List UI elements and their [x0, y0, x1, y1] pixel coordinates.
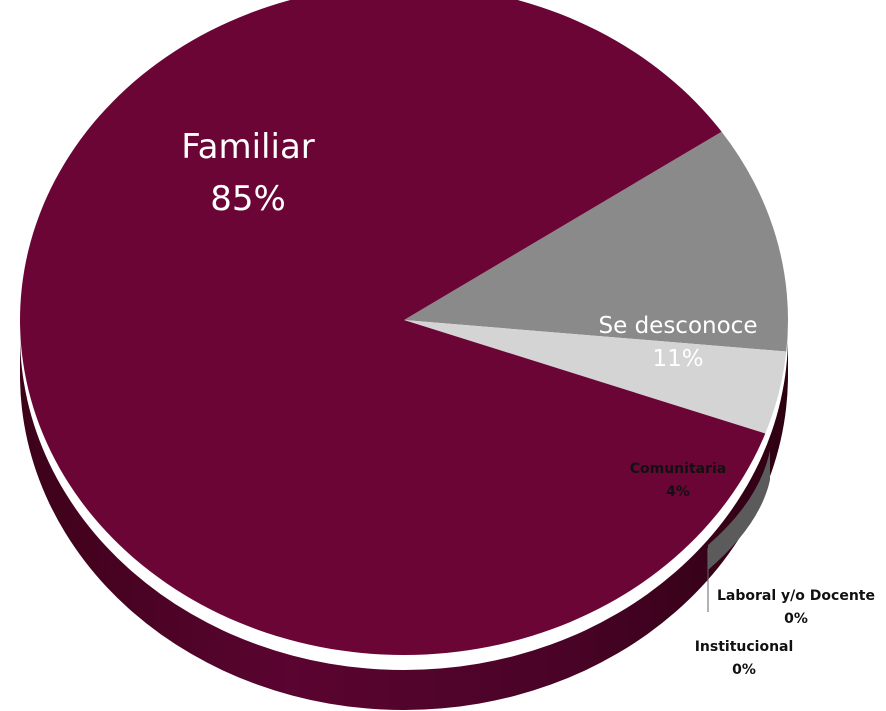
- pie-slice-familiar: [20, 0, 766, 656]
- slice-label-familiar: Familiar: [181, 127, 315, 167]
- pie-slice-se-desconoce: [404, 131, 789, 352]
- slice-label-comunitaria: Comunitaria: [630, 461, 727, 477]
- slice-value-se-desconoce: 11%: [652, 346, 703, 372]
- pie-slice-comunitaria: [404, 320, 787, 434]
- slice-value-laboral-docente: 0%: [784, 611, 808, 627]
- slice-value-comunitaria: 4%: [666, 484, 690, 500]
- slice-value-familiar: 85%: [210, 179, 286, 219]
- slice-label-se-desconoce: Se desconoce: [599, 313, 758, 339]
- slice-value-institucional: 0%: [732, 662, 756, 678]
- pie-rim-right: [708, 450, 770, 570]
- slice-label-laboral-docente: Laboral y/o Docente: [717, 588, 875, 604]
- slice-label-institucional: Institucional: [695, 639, 794, 655]
